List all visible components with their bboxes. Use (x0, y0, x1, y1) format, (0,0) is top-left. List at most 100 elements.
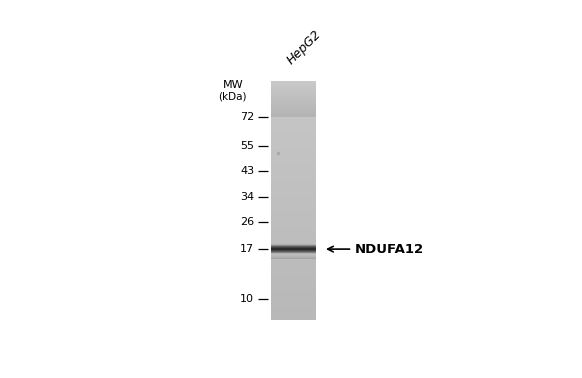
Bar (271, 251, 317, 252)
Bar (271, 244, 317, 245)
Bar (271, 173, 317, 174)
Bar (271, 144, 317, 145)
Bar (271, 249, 317, 250)
Bar (271, 255, 317, 256)
Bar (271, 208, 317, 209)
Bar (271, 269, 317, 270)
Bar (271, 183, 317, 184)
Bar (271, 279, 317, 280)
Bar (271, 187, 317, 188)
Bar (271, 134, 317, 135)
Bar (271, 119, 317, 120)
Bar (271, 225, 317, 226)
Bar (271, 222, 317, 223)
Bar (271, 206, 317, 208)
Bar (271, 240, 317, 241)
Bar (271, 307, 317, 308)
Bar (271, 172, 317, 173)
Bar (271, 116, 317, 118)
Bar (271, 275, 317, 276)
Bar (271, 164, 317, 165)
Bar (271, 230, 317, 231)
Bar (271, 130, 317, 131)
Bar (271, 175, 317, 177)
Bar (271, 205, 317, 206)
Bar (271, 285, 317, 286)
Bar (271, 154, 317, 155)
Bar (271, 223, 317, 224)
Bar (271, 235, 317, 236)
Bar (271, 319, 317, 321)
Bar (271, 167, 317, 168)
Bar (271, 234, 317, 235)
Bar (271, 250, 317, 251)
Bar (271, 276, 317, 277)
Bar (271, 202, 317, 203)
Bar (271, 256, 317, 257)
Bar (271, 229, 317, 231)
Bar (271, 139, 317, 140)
Bar (271, 258, 317, 259)
Bar (271, 316, 317, 317)
Bar (271, 96, 317, 98)
Bar (271, 147, 317, 148)
Bar (271, 226, 317, 227)
Bar (271, 233, 317, 234)
Bar (271, 229, 317, 230)
Bar (271, 294, 317, 295)
Bar (271, 280, 317, 282)
Bar (271, 245, 317, 246)
Bar (271, 123, 317, 124)
Bar (271, 158, 317, 159)
Bar (271, 314, 317, 316)
Bar (271, 287, 317, 288)
Bar (271, 137, 317, 138)
Bar (271, 116, 317, 117)
Bar (271, 277, 317, 278)
Bar (271, 248, 317, 249)
Bar (271, 252, 317, 253)
Bar (271, 176, 317, 177)
Bar (271, 217, 317, 218)
Text: 72: 72 (240, 112, 254, 122)
Bar (271, 245, 317, 246)
Bar (271, 246, 317, 247)
Bar (271, 153, 317, 154)
Bar (271, 152, 317, 153)
Bar (271, 217, 317, 218)
Bar (271, 99, 317, 100)
Bar (271, 248, 317, 249)
Bar (271, 162, 317, 163)
Bar (271, 109, 317, 110)
Bar (271, 244, 317, 245)
Bar (271, 221, 317, 222)
Bar (271, 152, 317, 153)
Bar (271, 248, 317, 249)
Bar (271, 286, 317, 287)
Bar (271, 253, 317, 254)
Bar (271, 186, 317, 187)
Bar (271, 141, 317, 142)
Bar (271, 278, 317, 279)
Bar (271, 251, 317, 252)
Bar (271, 111, 317, 112)
Bar (271, 254, 317, 255)
Bar (271, 108, 317, 109)
Bar (271, 299, 317, 300)
Bar (271, 232, 317, 233)
Text: 10: 10 (240, 294, 254, 304)
Bar (271, 110, 317, 111)
Bar (271, 252, 317, 253)
Bar (271, 151, 317, 152)
Bar (271, 92, 317, 93)
Bar (271, 284, 317, 285)
Bar (271, 170, 317, 172)
Bar (271, 214, 317, 215)
Bar (271, 103, 317, 104)
Bar (271, 145, 317, 146)
Bar (271, 267, 317, 268)
Bar (271, 117, 317, 118)
Bar (271, 183, 317, 184)
Bar (271, 161, 317, 162)
Bar (271, 255, 317, 256)
